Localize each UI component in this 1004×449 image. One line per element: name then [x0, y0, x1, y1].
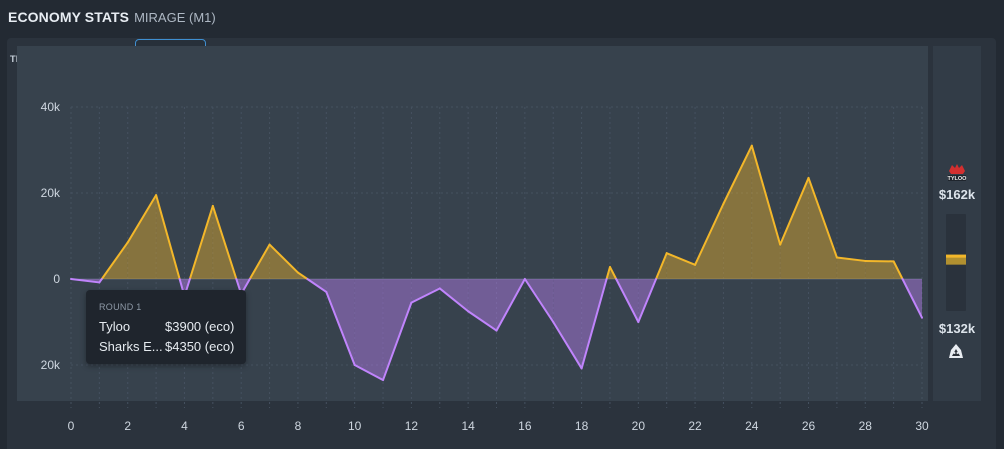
positive-area: [695, 203, 724, 279]
tooltip-row: Tyloo $3900 (eco): [99, 317, 246, 337]
y-tick-label: 0: [53, 272, 60, 286]
positive-line-segment: [779, 176, 810, 246]
positive-line-segment: [296, 271, 309, 280]
positive-line-segment: [248, 243, 271, 280]
negative-line-segment: [382, 301, 413, 382]
negative-line-segment: [410, 287, 441, 304]
positive-area: [808, 177, 837, 279]
negative-area: [439, 279, 469, 312]
positive-line-segment: [268, 243, 299, 274]
positive-area: [723, 145, 752, 279]
x-tick-label: 8: [295, 419, 302, 433]
x-tick-label: 24: [745, 419, 759, 433]
negative-line-segment: [353, 364, 385, 382]
y-axis-ticks: 40k 20k 0 20k: [41, 100, 61, 372]
negative-line-segment: [98, 278, 103, 284]
negative-line-segment: [306, 278, 328, 293]
x-tick-label: 26: [802, 419, 816, 433]
tooltip-title: ROUND 1: [99, 302, 142, 312]
positive-line-segment: [722, 144, 753, 205]
map-subtitle: MIRAGE (M1): [134, 10, 216, 25]
positive-line-segment: [188, 204, 214, 280]
x-tick-label: 6: [238, 419, 245, 433]
y-tick-label: 20k: [41, 186, 61, 200]
tooltip-team-name: Tyloo: [99, 319, 131, 334]
positive-area: [780, 177, 809, 279]
positive-line-segment: [807, 176, 838, 259]
x-tick-label: 4: [181, 419, 188, 433]
negative-area: [411, 279, 440, 303]
negative-line-segment: [901, 278, 923, 319]
positive-area: [751, 145, 781, 279]
negative-area: [468, 279, 497, 331]
negative-line-segment: [523, 278, 555, 323]
header: ECONOMY STATS MIRAGE (M1): [8, 9, 216, 29]
x-tick-label: 16: [518, 419, 532, 433]
positive-line-segment: [694, 202, 725, 266]
negative-line-segment: [438, 287, 470, 313]
tooltip-team-value: $4350 (eco): [165, 339, 235, 354]
negative-line-segment: [467, 310, 498, 332]
positive-line-segment: [211, 204, 238, 280]
negative-line-segment: [637, 278, 658, 323]
x-axis-ticks: 0 2 4 6 8 10 12 14 16 18 20 22 24 26 28 30: [68, 419, 929, 433]
tooltip-team-value: $3900 (eco): [165, 319, 235, 334]
positive-area: [666, 253, 696, 279]
tyloo-logo-icon: TYLOO: [948, 164, 968, 182]
x-tick-label: 18: [575, 419, 589, 433]
tooltip-row: Sharks E... $4350 (eco): [99, 337, 246, 357]
tooltip-team-name: Sharks E...: [99, 339, 163, 354]
positive-line-segment: [605, 265, 611, 280]
x-tick-label: 2: [124, 419, 131, 433]
x-tick-label: 20: [632, 419, 646, 433]
positive-line-segment: [835, 256, 867, 262]
positive-line-segment: [892, 260, 904, 280]
negative-line-segment: [580, 278, 608, 370]
balance-marker: [946, 254, 966, 258]
advantage-balance-bar: [946, 214, 966, 311]
positive-line-segment: [665, 252, 697, 266]
negative-area: [553, 279, 582, 369]
x-tick-label: 10: [348, 419, 362, 433]
x-tick-label: 28: [859, 419, 873, 433]
top-team-amount: $162k: [938, 187, 976, 202]
x-tick-label: 22: [688, 419, 702, 433]
negative-area: [354, 279, 384, 381]
negative-line-segment: [615, 278, 640, 323]
svg-text:TYLOO: TYLOO: [948, 176, 968, 182]
positive-line-segment: [126, 194, 158, 244]
negative-area: [383, 279, 412, 381]
balance-advantage-fill: [946, 254, 966, 265]
positive-area: [249, 244, 270, 279]
round-tooltip: ROUND 1 Tyloo $3900 (eco) Sharks E... $4…: [86, 290, 246, 364]
bottom-team-amount: $132k: [938, 321, 976, 336]
negative-line-segment: [495, 278, 526, 332]
sharks-logo-icon: [949, 344, 963, 358]
positive-line-segment: [750, 144, 782, 246]
negative-line-segment: [552, 321, 583, 370]
positive-line-segment: [655, 252, 668, 280]
y-tick-label: 20k: [41, 358, 61, 372]
series-lines: [70, 144, 923, 382]
positive-area: [127, 195, 157, 279]
negative-line-segment: [325, 290, 356, 366]
area-fills: [71, 145, 922, 381]
x-tick-label: 30: [915, 419, 929, 433]
positive-area: [836, 257, 866, 279]
positive-area: [865, 260, 894, 279]
page-title: ECONOMY STATS: [8, 9, 130, 25]
y-tick-label: 40k: [41, 100, 61, 114]
positive-area: [269, 244, 298, 279]
x-tick-label: 12: [405, 419, 419, 433]
negative-line-segment: [70, 278, 101, 284]
x-tick-label: 0: [68, 419, 75, 433]
positive-line-segment: [100, 241, 129, 280]
negative-area: [326, 279, 355, 365]
positive-line-segment: [608, 265, 618, 280]
positive-line-segment: [155, 194, 181, 280]
x-tick-label: 14: [461, 419, 475, 433]
